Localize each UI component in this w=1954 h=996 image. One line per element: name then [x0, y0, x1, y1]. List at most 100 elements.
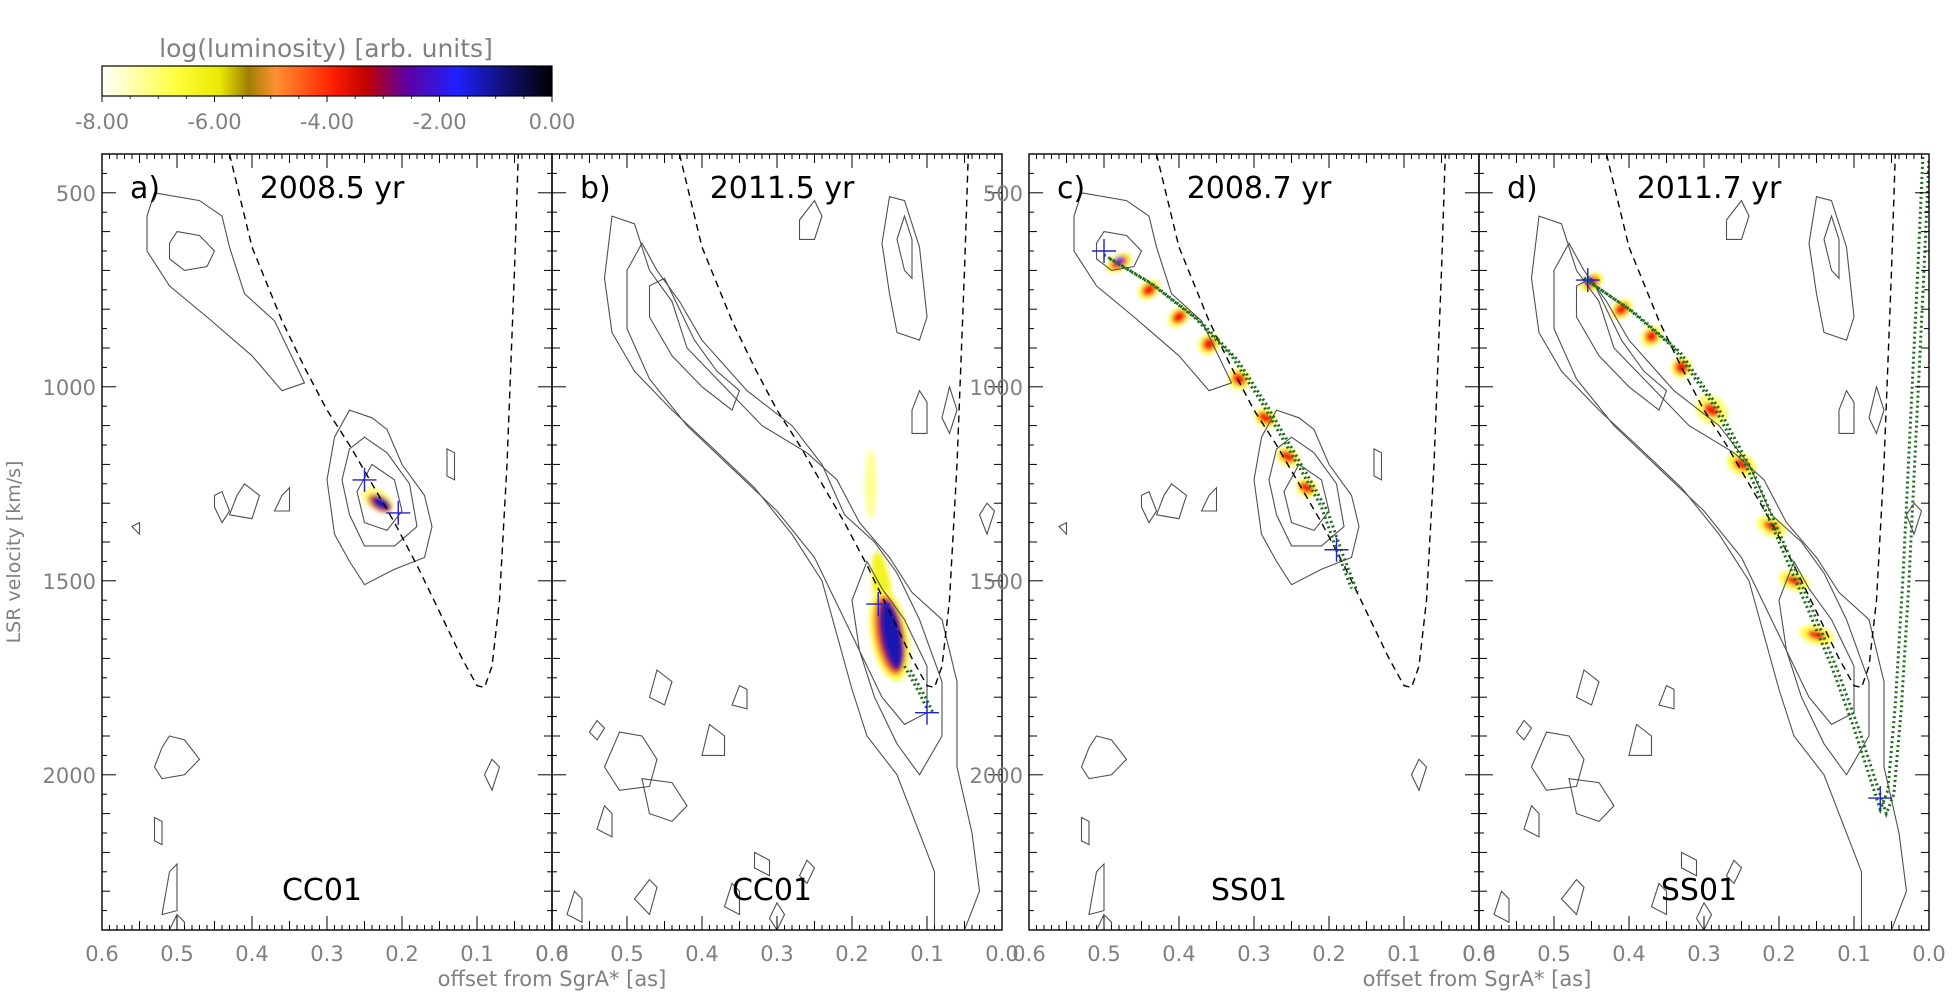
- contour-line: [1808, 196, 1855, 341]
- contour-line: [1410, 758, 1428, 792]
- orbit-dashed-line: [678, 154, 969, 689]
- panel-model-name: SS01: [1211, 873, 1287, 908]
- contour-line: [1568, 778, 1615, 823]
- emission-blob: [1142, 283, 1156, 297]
- colorbar-tick-label: -6.00: [187, 110, 241, 134]
- colorbar: log(luminosity) [arb. units] -8.00 -6.00-…: [75, 34, 576, 134]
- contour-line: [213, 490, 231, 524]
- contour-line: [1253, 409, 1360, 586]
- contour-line: [1095, 913, 1113, 930]
- contour-line: [1140, 490, 1158, 524]
- emission-map: [361, 487, 394, 513]
- contour-line: [633, 878, 658, 916]
- contour-line: [603, 215, 981, 930]
- contour-line: [911, 389, 928, 434]
- contour-line: [1680, 851, 1698, 877]
- contour-line: [1515, 719, 1533, 741]
- model-fit-dotted: [1583, 154, 1925, 815]
- emission-map: [864, 448, 910, 682]
- x-tick-label: 0.5: [610, 942, 643, 966]
- contour-line: [881, 196, 928, 341]
- panel-d: 0.6 0.5 0.4 0.3 0.2 0.1 0.0 d) 2011.7 yr SS01: [1462, 153, 1946, 966]
- contour-line: [851, 560, 928, 726]
- colorbar-gradient: [101, 65, 553, 97]
- panel-plot-area: [1058, 154, 1446, 930]
- panel-plot-area: [131, 154, 519, 930]
- panel-frame: [551, 153, 1003, 931]
- contour-line: [798, 859, 816, 885]
- emission-blob: [1807, 630, 1826, 641]
- x-tick-label: 0.1: [1837, 942, 1870, 966]
- y-tick-label: 2000: [970, 764, 1023, 788]
- contour-line: [588, 719, 606, 741]
- orbit-dashed-line: [1605, 154, 1896, 689]
- y-axis-label: LSR velocity [km/s]: [3, 461, 25, 644]
- contour-line: [1553, 242, 1870, 776]
- x-tick-label: 0.0: [1462, 942, 1495, 966]
- model-fit-dotted: [1103, 253, 1353, 590]
- panel-a: 0.6 0.5 0.4 0.3 0.2 0.1 0.0 500 1000 1500 2000 a) 20…: [43, 153, 569, 966]
- contour-line: [1868, 384, 1885, 435]
- y-tick-label: 1000: [970, 376, 1023, 400]
- contour-line: [1073, 192, 1233, 392]
- panel-model-name: SS01: [1661, 873, 1737, 908]
- y-tick-label: 1500: [970, 570, 1023, 594]
- colorbar-tick-label: 0.00: [529, 110, 576, 134]
- contour-line: [1905, 502, 1923, 536]
- emission-blob: [1299, 481, 1314, 494]
- emission-blob: [1232, 372, 1246, 386]
- emission-blob: [864, 448, 877, 519]
- contour-line: [228, 482, 261, 520]
- emission-blob: [1674, 360, 1689, 375]
- contour-line: [1695, 901, 1713, 930]
- panel-label: d): [1507, 171, 1538, 206]
- contour-line: [1560, 878, 1585, 916]
- model-fit-dotted: [1589, 157, 1929, 819]
- contour-line: [1838, 389, 1855, 434]
- contour-line: [978, 502, 996, 536]
- contour-line: [1778, 560, 1855, 726]
- x-tick-label: 0.5: [1087, 942, 1120, 966]
- x-tick-label: 0.0: [1912, 942, 1945, 966]
- colorbar-tick-label: -2.00: [412, 110, 466, 134]
- contour-line: [1575, 669, 1600, 706]
- x-tick-label: 0.6: [535, 942, 568, 966]
- contour-line: [1725, 199, 1750, 240]
- y-tick-label: 2000: [43, 764, 96, 788]
- contour-line: [1283, 463, 1330, 532]
- emission-blob: [1280, 450, 1296, 463]
- x-tick-label: 0.2: [1762, 942, 1795, 966]
- contour-line: [483, 758, 501, 792]
- colorbar-ticks: -8.00 -6.00 -4.00 -2.00 0.00: [75, 96, 576, 134]
- x-tick-label: 0.1: [910, 942, 943, 966]
- colorbar-tick-label: -4.00: [300, 110, 354, 134]
- contour-line: [753, 851, 771, 877]
- x-tick-label: 0.1: [1387, 942, 1420, 966]
- emission-blob: [1114, 256, 1124, 265]
- contour-line: [1058, 521, 1068, 536]
- emission-blob: [1614, 302, 1629, 316]
- panel-label: b): [580, 171, 611, 206]
- y-tick-label: 1500: [43, 570, 96, 594]
- x-tick-label: 0.2: [835, 942, 868, 966]
- x-axis-label-left: offset from SgrA* [as]: [438, 967, 667, 991]
- x-tick-label: 0.4: [1612, 942, 1645, 966]
- emission-blob: [1202, 337, 1216, 351]
- x-tick-label: 0.3: [1237, 942, 1270, 966]
- colorbar-tick-label: -8.00: [75, 110, 129, 134]
- x-tick-label: 0.6: [1012, 942, 1045, 966]
- emission-blob: [1645, 329, 1658, 343]
- x-tick-label: 0.4: [235, 942, 268, 966]
- model-fit-dotted: [909, 669, 935, 714]
- x-tick-label: 0.3: [310, 942, 343, 966]
- contour-line: [1523, 804, 1540, 838]
- panel-plot-area: [1493, 154, 1929, 930]
- panel-model-name: CC01: [282, 873, 362, 908]
- panel-label: a): [130, 171, 160, 206]
- panel-frame: [1028, 153, 1480, 931]
- contour-line: [896, 214, 913, 280]
- panel-plot-area: [566, 154, 996, 930]
- contour-line: [648, 277, 741, 411]
- contour-line: [1530, 215, 1908, 930]
